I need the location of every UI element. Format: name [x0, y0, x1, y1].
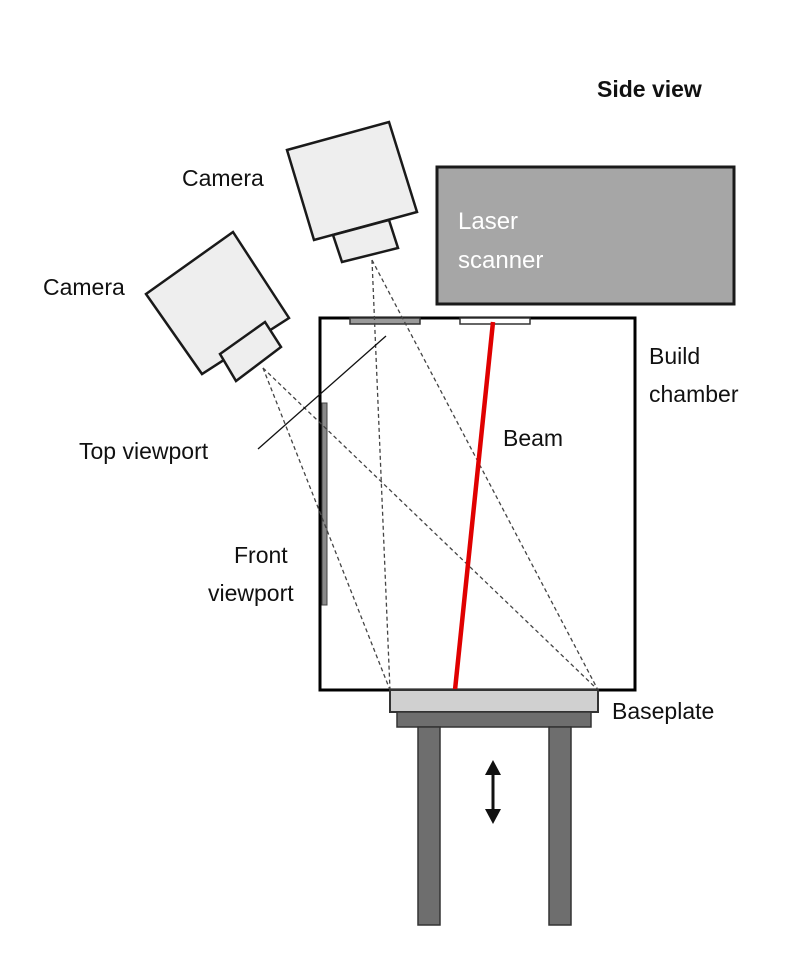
vertical-motion-arrow-icon	[485, 760, 501, 824]
laser-scanner-label-line1: Laser	[458, 208, 518, 235]
top-viewport-pointer	[257, 335, 387, 450]
front-viewport-label-line1: Front	[234, 542, 288, 568]
front-viewport-label-line2: viewport	[208, 580, 294, 606]
laser-scanner-label-line2: scanner	[458, 247, 543, 274]
camera-left	[144, 230, 291, 383]
stage-leg-left	[417, 726, 441, 926]
build-chamber	[318, 316, 637, 692]
top-viewport-left	[349, 317, 421, 325]
build-chamber-label-line2: chamber	[649, 381, 739, 407]
stage-plate	[396, 711, 592, 728]
camera-upper	[285, 120, 419, 264]
baseplate	[389, 689, 599, 713]
baseplate-label: Baseplate	[612, 698, 714, 724]
laser-beam	[452, 321, 496, 691]
camera-sight-lines	[262, 259, 599, 691]
build-chamber-label-line1: Build	[649, 343, 700, 369]
laser-scanner: Laser scanner	[435, 165, 736, 306]
camera-upper-label: Camera	[182, 165, 264, 191]
beam-label: Beam	[503, 425, 563, 451]
camera-left-label: Camera	[43, 274, 125, 300]
front-viewport	[321, 402, 328, 606]
stage-leg-right	[548, 726, 572, 926]
diagram-title: Side view	[597, 76, 702, 102]
top-viewport-label: Top viewport	[79, 438, 209, 464]
